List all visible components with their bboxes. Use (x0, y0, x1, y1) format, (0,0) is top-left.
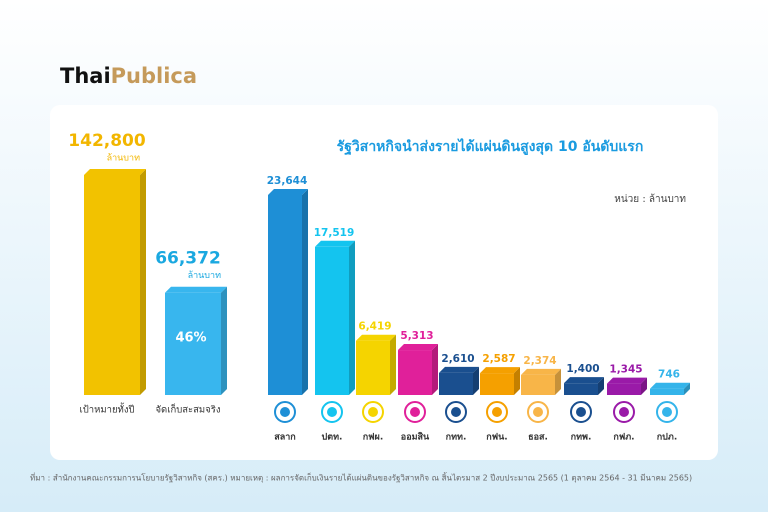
logo-icon-core (280, 407, 290, 417)
bar-side (641, 377, 647, 395)
logo-publica: Publica (111, 64, 197, 88)
value-label: 2,374 (523, 355, 556, 367)
marks: 142,800ล้านบาทเป้าหมายทั้งปี66,372ล้านบา… (68, 131, 690, 443)
bar-top (564, 377, 604, 384)
category-label: กฟน. (486, 432, 507, 443)
unit-label: ล้านบาท (188, 270, 221, 281)
bar-top (398, 344, 438, 351)
bar-top (480, 367, 520, 374)
bar (315, 246, 349, 395)
footer-source: ที่มา : สำนักงานคณะกรรมการนโยบายรัฐวิสาห… (30, 472, 692, 483)
bar-top (521, 368, 561, 375)
bar-top (356, 334, 396, 341)
category-label: ธอส. (528, 433, 548, 443)
category-label: ปตท. (322, 432, 343, 443)
bar-side (432, 344, 438, 395)
bar (356, 340, 390, 395)
value-label: 2,587 (482, 353, 515, 365)
logo-icon-core (368, 407, 378, 417)
category-label: กฟภ. (613, 432, 634, 443)
category-label: กปภ. (657, 432, 678, 443)
logo-icon-core (576, 407, 586, 417)
bar-top (165, 286, 227, 293)
value-label: 17,519 (314, 227, 355, 239)
bar-side (555, 368, 561, 395)
bar (84, 175, 140, 395)
bar-side (684, 382, 690, 395)
bar-top (315, 240, 355, 247)
value-label: 6,419 (358, 321, 391, 333)
bar (398, 350, 432, 395)
logo-icon-core (327, 407, 337, 417)
value-label: 1,345 (609, 364, 642, 376)
value-label: 23,644 (267, 175, 308, 187)
category-label: จัดเก็บสะสมจริง (155, 403, 220, 416)
value-label: 1,400 (566, 363, 599, 375)
bar (564, 383, 598, 395)
bar (165, 292, 221, 395)
value-label: 66,372 (155, 249, 221, 269)
logo: ThaiPublica (60, 64, 197, 88)
bar-top (607, 377, 647, 384)
bar-side (390, 334, 396, 395)
chart-title: รัฐวิสาหกิจนำส่งรายได้แผ่นดินสูงสุด 10 อ… (337, 137, 644, 156)
bar (480, 373, 514, 395)
unit-note: หน่วย : ล้านบาท (614, 193, 686, 205)
bar-top (84, 169, 146, 175)
bar-side (349, 240, 355, 395)
bar-side (473, 366, 479, 395)
unit-label: ล้านบาท (107, 153, 140, 164)
bar-side (140, 169, 146, 395)
logo-icon-core (451, 407, 461, 417)
category-label: ออมสิน (401, 432, 430, 443)
logo-icon-core (533, 407, 543, 417)
share-annotation: 46% (175, 331, 206, 346)
category-label: เป้าหมายทั้งปี (80, 403, 135, 416)
bar-top (268, 189, 308, 195)
value-label: 142,800 (68, 131, 146, 151)
category-label: กฟผ. (363, 432, 384, 443)
bar (521, 374, 555, 395)
logo-icon-core (492, 407, 502, 417)
bar-side (598, 377, 604, 395)
category-label: สลาก (274, 433, 296, 443)
logo-icon-core (619, 407, 629, 417)
logo-icon-core (662, 407, 672, 417)
value-label: 5,313 (400, 330, 433, 342)
bar (439, 372, 473, 395)
bar (607, 383, 641, 395)
value-label: 2,610 (441, 353, 474, 365)
logo-icon-core (410, 407, 420, 417)
bar (268, 195, 302, 395)
bar-side (302, 189, 308, 395)
bar-top (439, 366, 479, 373)
bar-top (650, 382, 690, 389)
logo-thai: Thai (60, 64, 111, 88)
category-label: กทท. (446, 433, 467, 443)
bar-side (514, 367, 520, 395)
value-label: 746 (658, 369, 680, 381)
bar (650, 388, 684, 395)
category-label: กทพ. (571, 433, 592, 443)
bar-side (221, 286, 227, 395)
